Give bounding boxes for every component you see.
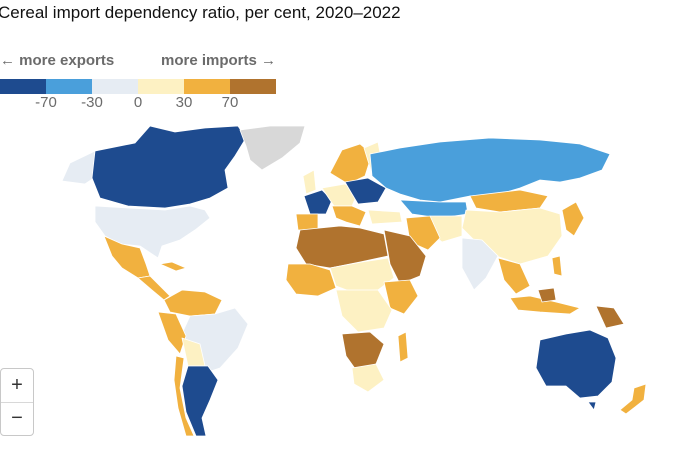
region-madagascar[interactable] xyxy=(397,331,409,363)
region-north-africa[interactable] xyxy=(295,225,389,269)
region-uk[interactable] xyxy=(302,169,317,195)
world-map[interactable] xyxy=(0,118,690,450)
region-italy-balkans[interactable] xyxy=(331,205,367,227)
legend-tick: 30 xyxy=(175,94,193,111)
region-japan-korea[interactable] xyxy=(561,201,585,237)
region-central-africa[interactable] xyxy=(335,289,393,333)
legend-swatch-very-high xyxy=(230,79,276,94)
region-russia[interactable] xyxy=(369,137,611,203)
legend-tick: -30 xyxy=(81,94,103,111)
region-south-africa[interactable] xyxy=(351,363,385,393)
region-philippines[interactable] xyxy=(551,255,563,277)
legend-imports-label: more imports → xyxy=(161,52,277,69)
legend-swatch-neutral xyxy=(92,79,138,94)
region-tasmania[interactable] xyxy=(587,401,597,411)
region-west-africa[interactable] xyxy=(285,263,337,297)
region-canada[interactable] xyxy=(91,125,247,209)
legend-exports-label: ← more exports xyxy=(0,52,115,69)
legend-tick: -70 xyxy=(35,94,57,111)
zoom-in-button[interactable]: + xyxy=(11,373,23,396)
region-caribbean[interactable] xyxy=(159,261,187,272)
legend-swatch-very-low xyxy=(0,79,46,94)
region-borneo[interactable] xyxy=(537,287,557,303)
legend-tick: 0 xyxy=(133,94,143,111)
region-chile[interactable] xyxy=(173,355,195,437)
region-india[interactable] xyxy=(461,237,499,291)
region-australia[interactable] xyxy=(535,329,617,399)
region-new-zealand[interactable] xyxy=(619,383,647,415)
region-central-america[interactable] xyxy=(137,275,171,301)
region-ukraine-poland[interactable] xyxy=(344,177,387,205)
region-greenland[interactable] xyxy=(239,125,306,171)
zoom-controls: + − xyxy=(0,368,34,436)
region-turkey[interactable] xyxy=(367,209,403,225)
map-title: Cereal import dependency ratio, per cent… xyxy=(0,3,401,22)
legend-swatch-high xyxy=(184,79,230,94)
legend-swatch-mid xyxy=(138,79,184,94)
legend-swatch-low xyxy=(46,79,92,94)
zoom-out-button[interactable]: − xyxy=(11,407,23,430)
region-southeast-asia[interactable] xyxy=(497,257,531,295)
region-horn-of-africa[interactable] xyxy=(383,279,419,315)
legend-tick: 70 xyxy=(221,94,239,111)
region-southern-africa[interactable] xyxy=(341,331,385,371)
region-colombia-venezuela[interactable] xyxy=(163,289,223,317)
region-france[interactable] xyxy=(303,189,333,215)
region-new-guinea[interactable] xyxy=(595,305,625,329)
region-argentina[interactable] xyxy=(181,365,219,437)
region-indonesia[interactable] xyxy=(509,295,581,315)
legend-color-scale xyxy=(0,79,276,94)
zoom-divider xyxy=(1,401,33,403)
region-peru[interactable] xyxy=(157,311,187,355)
region-kazakhstan[interactable] xyxy=(399,199,469,219)
region-iberia[interactable] xyxy=(295,213,319,231)
